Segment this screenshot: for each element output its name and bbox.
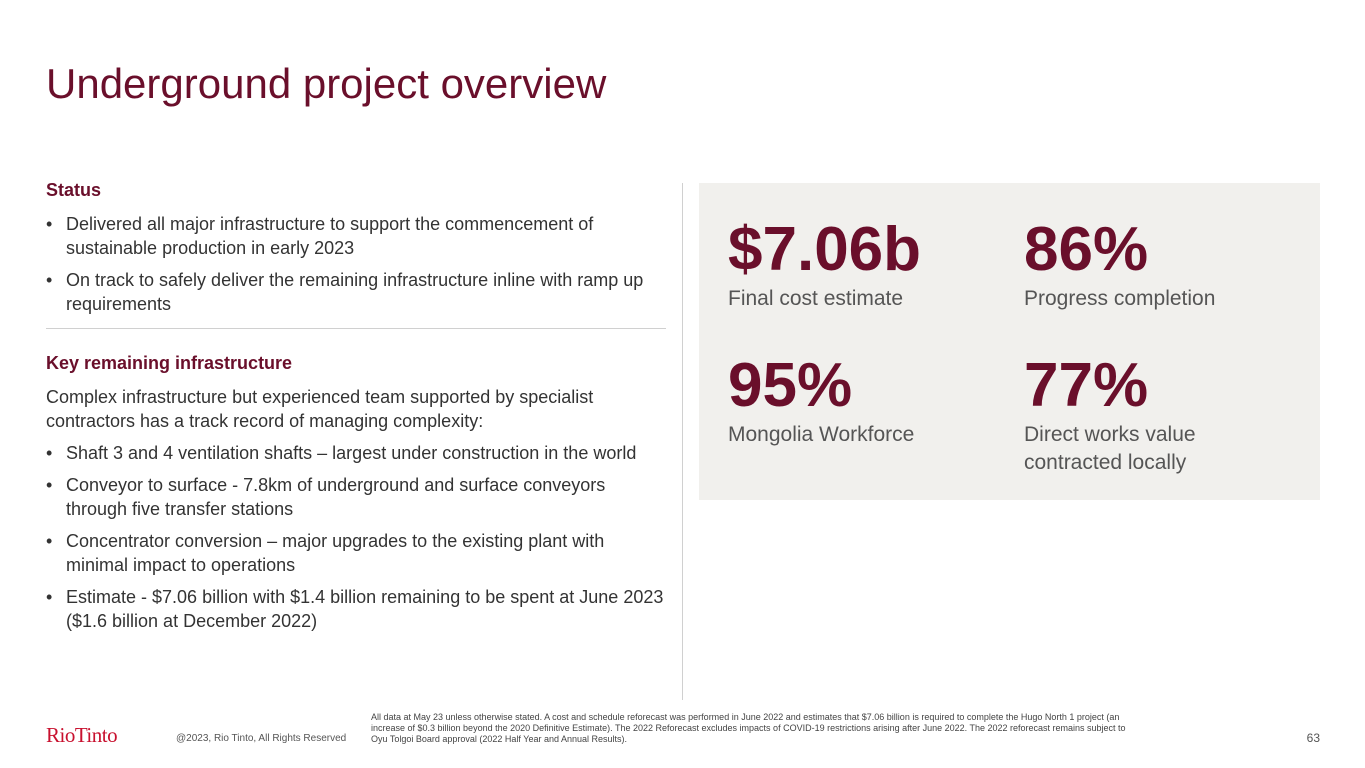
kpi-value: 86% [1024, 215, 1149, 284]
kpi-progress-completion: 86% Progress completion [1024, 215, 1215, 313]
list-item: • Shaft 3 and 4 ventilation shafts – lar… [46, 441, 666, 465]
bullet-icon: • [46, 214, 53, 234]
bullet-icon: • [46, 475, 53, 495]
kpi-label: Final cost estimate [728, 287, 904, 310]
status-bullet-list: • Delivered all major infrastructure to … [46, 212, 666, 316]
section-divider [46, 328, 666, 329]
kpi-label: Direct works value contracted locally [1024, 423, 1196, 474]
kpi-mongolia-workforce: 95% Mongolia Workforce [728, 351, 914, 449]
list-item: • Conveyor to surface - 7.8km of undergr… [46, 473, 666, 521]
list-item-text: Delivered all major infrastructure to su… [66, 214, 594, 258]
kpi-panel: $7.06b Final cost estimate 86% Progress … [699, 183, 1320, 500]
bullet-icon: • [46, 587, 53, 607]
kpi-label: Mongolia Workforce [728, 423, 915, 446]
kpi-direct-works-local: 77% Direct works value contracted locall… [1024, 351, 1294, 477]
list-item-text: Estimate - $7.06 billion with $1.4 billi… [66, 587, 664, 631]
list-item: • On track to safely deliver the remaini… [46, 268, 666, 316]
list-item: • Estimate - $7.06 billion with $1.4 bil… [46, 585, 666, 633]
remaining-intro: Complex infrastructure but experienced t… [46, 387, 594, 431]
rio-tinto-logo: RioTinto [46, 723, 118, 747]
remaining-infrastructure-section: Key remaining infrastructure Complex inf… [46, 351, 666, 633]
kpi-final-cost: $7.06b Final cost estimate [728, 215, 921, 313]
status-section: Status • Delivered all major infrastruct… [46, 178, 666, 316]
list-item-text: Shaft 3 and 4 ventilation shafts – large… [66, 443, 637, 463]
page-number: 63 [1306, 731, 1320, 745]
left-column: Status • Delivered all major infrastruct… [46, 178, 666, 641]
list-item-text: Concentrator conversion – major upgrades… [66, 531, 605, 575]
copyright-text: @2023, Rio Tinto, All Rights Reserved [176, 733, 347, 744]
kpi-value: 77% [1024, 351, 1149, 420]
kpi-label: Progress completion [1024, 287, 1216, 310]
vertical-divider [682, 183, 683, 700]
kpi-value: $7.06b [728, 215, 922, 284]
list-item: • Concentrator conversion – major upgrad… [46, 529, 666, 577]
footnote-text: All data at May 23 unless otherwise stat… [371, 712, 1126, 744]
bullet-icon: • [46, 443, 53, 463]
status-heading: Status [46, 180, 102, 200]
list-item: • Delivered all major infrastructure to … [46, 212, 666, 260]
bullet-icon: • [46, 270, 53, 290]
remaining-bullet-list: • Shaft 3 and 4 ventilation shafts – lar… [46, 441, 666, 633]
list-item-text: Conveyor to surface - 7.8km of undergrou… [66, 475, 606, 519]
kpi-value: 95% [728, 351, 853, 420]
bullet-icon: • [46, 531, 53, 551]
page-title: Underground project overview [46, 60, 607, 107]
list-item-text: On track to safely deliver the remaining… [66, 270, 644, 314]
remaining-heading: Key remaining infrastructure [46, 353, 293, 373]
